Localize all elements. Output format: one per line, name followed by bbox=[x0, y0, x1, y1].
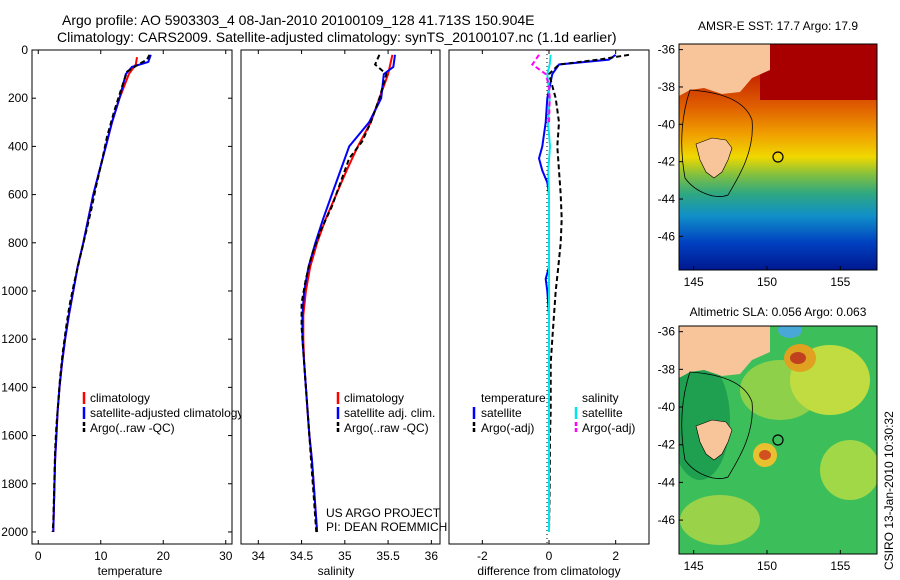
latitude-tick-label: -46 bbox=[658, 229, 676, 243]
longitude-tick-label: 145 bbox=[684, 275, 704, 289]
tasmania-land bbox=[695, 419, 733, 461]
legend-heading-salinity: salinity bbox=[582, 391, 619, 405]
y-tick-label: 1200 bbox=[1, 332, 28, 346]
difference-panel: -2 0 2 difference from climatology tempera… bbox=[448, 49, 650, 578]
x-tick-label: 10 bbox=[94, 549, 108, 563]
salinity-panel: 34 34.5 35 35.5 36 salinity climatology sate… bbox=[240, 49, 447, 578]
latitude-tick-label: -42 bbox=[658, 438, 676, 452]
legend-climatology: climatology bbox=[90, 391, 150, 405]
y-tick-label: 400 bbox=[8, 139, 28, 153]
x-tick-label: -2 bbox=[477, 549, 488, 563]
credit-line1: US ARGO PROJECT bbox=[326, 506, 441, 520]
x-tick-label: 2 bbox=[612, 549, 619, 563]
legend-heading-temperature: temperature bbox=[481, 391, 546, 405]
x-tick-label: 0 bbox=[35, 549, 42, 563]
x-tick-label: 36 bbox=[425, 549, 439, 563]
australia-land bbox=[679, 326, 770, 378]
sla-map-frame bbox=[678, 325, 878, 555]
latitude-tick-label: -44 bbox=[658, 475, 676, 489]
series-line-temperature-argo-adj- bbox=[547, 53, 630, 533]
sst-map-frame bbox=[678, 43, 878, 271]
y-tick-label: 0 bbox=[21, 43, 28, 57]
credit-line2: PI: DEAN ROEMMICH bbox=[326, 520, 447, 534]
shelf-contour bbox=[681, 371, 753, 479]
sla-map: Altimetric SLA: 0.056 Argo: 0.063 145 150… bbox=[658, 305, 878, 573]
y-tick-label: 600 bbox=[8, 188, 28, 202]
sla-anomaly bbox=[680, 495, 760, 545]
longitude-tick-label: 150 bbox=[757, 275, 777, 289]
figure-title-line1: Argo profile: AO 5903303_4 08-Jan-2010 2… bbox=[62, 12, 535, 28]
sst-field bbox=[679, 44, 877, 270]
y-tick-label: 800 bbox=[8, 236, 28, 250]
x-tick-label: 34.5 bbox=[290, 549, 314, 563]
argo-float-marker bbox=[772, 151, 784, 163]
y-tick-label: 1600 bbox=[1, 429, 28, 443]
latitude-tick-label: -46 bbox=[658, 513, 676, 527]
y-tick-label: 200 bbox=[8, 91, 28, 105]
sst-map-title: AMSR-E SST: 17.7 Argo: 17.9 bbox=[698, 19, 858, 33]
sst-warm-core bbox=[760, 44, 877, 100]
legend-satellite-adjusted: satellite-adjusted climatology bbox=[90, 406, 243, 420]
latitude-tick-label: -42 bbox=[658, 155, 676, 169]
australia-land bbox=[679, 44, 770, 96]
salinity-plot-frame bbox=[240, 49, 441, 545]
difference-x-axis-label: difference from climatology bbox=[477, 564, 620, 578]
latitude-tick-label: -40 bbox=[658, 117, 676, 131]
legend-temp-satellite: satellite bbox=[481, 406, 522, 420]
sla-high-anomaly-core bbox=[759, 450, 771, 460]
sla-low-anomaly bbox=[778, 326, 802, 338]
latitude-tick-label: -38 bbox=[658, 80, 676, 94]
legend-satellite-adj: satellite adj. clim. bbox=[344, 406, 435, 420]
longitude-tick-label: 155 bbox=[830, 559, 850, 573]
sst-map: AMSR-E SST: 17.7 Argo: 17.9 145 150 155 -3… bbox=[658, 19, 878, 289]
longitude-tick-label: 150 bbox=[757, 559, 777, 573]
salinity-x-axis-label: salinity bbox=[318, 564, 355, 578]
latitude-tick-label: -40 bbox=[658, 400, 676, 414]
longitude-tick-label: 145 bbox=[684, 559, 704, 573]
temperature-plot-frame bbox=[31, 49, 233, 545]
sla-map-title: Altimetric SLA: 0.056 Argo: 0.063 bbox=[690, 305, 867, 319]
tasmania-land bbox=[695, 137, 733, 179]
latitude-tick-label: -44 bbox=[658, 192, 676, 206]
figure-title-line2: Climatology: CARS2009. Satellite-adjuste… bbox=[57, 29, 617, 45]
x-tick-label: 35.5 bbox=[376, 549, 400, 563]
legend-sal-argo: Argo(-adj) bbox=[582, 421, 635, 435]
legend-climatology: climatology bbox=[344, 391, 404, 405]
temperature-x-axis-label: temperature bbox=[98, 564, 163, 578]
legend-temp-argo: Argo(-adj) bbox=[481, 421, 534, 435]
series-line-salinity-argo-adj- bbox=[530, 54, 551, 123]
longitude-tick-label: 155 bbox=[830, 275, 850, 289]
x-tick-label: 35 bbox=[338, 549, 352, 563]
latitude-tick-label: -38 bbox=[658, 362, 676, 376]
legend-sal-satellite: satellite bbox=[582, 406, 623, 420]
latitude-tick-label: -36 bbox=[658, 325, 676, 339]
sla-high-anomaly-core bbox=[790, 352, 806, 364]
x-tick-label: 30 bbox=[219, 549, 233, 563]
timestamp-credit: CSIRO 13-Jan-2010 10:30:32 bbox=[882, 411, 896, 570]
sla-field bbox=[679, 326, 877, 554]
temperature-panel: 0 200 400 600 800 1000 1200 1400 1600 1800 2000 0 1… bbox=[1, 43, 243, 578]
y-tick-label: 1400 bbox=[1, 380, 28, 394]
y-tick-label: 2000 bbox=[1, 525, 28, 539]
x-tick-label: 0 bbox=[546, 549, 553, 563]
difference-legend: temperature satellite Argo(-adj) salinit… bbox=[472, 391, 635, 435]
series-line-argo-raw-qc- bbox=[300, 54, 388, 533]
salinity-legend: climatology satellite adj. clim. Argo(..… bbox=[336, 391, 435, 435]
x-tick-label: 34 bbox=[252, 549, 266, 563]
series-line-argo-raw-qc- bbox=[51, 54, 151, 533]
legend-argo: Argo(..raw -QC) bbox=[344, 421, 429, 435]
y-tick-label: 1800 bbox=[1, 477, 28, 491]
temperature-legend: climatology satellite-adjusted climatolo… bbox=[82, 391, 243, 435]
x-tick-label: 20 bbox=[157, 549, 171, 563]
latitude-tick-label: -36 bbox=[658, 43, 676, 57]
y-tick-label: 1000 bbox=[1, 284, 28, 298]
legend-argo: Argo(..raw -QC) bbox=[90, 421, 175, 435]
shelf-contour bbox=[681, 89, 753, 197]
argo-float-marker bbox=[772, 434, 784, 446]
sla-anomaly bbox=[820, 440, 877, 500]
